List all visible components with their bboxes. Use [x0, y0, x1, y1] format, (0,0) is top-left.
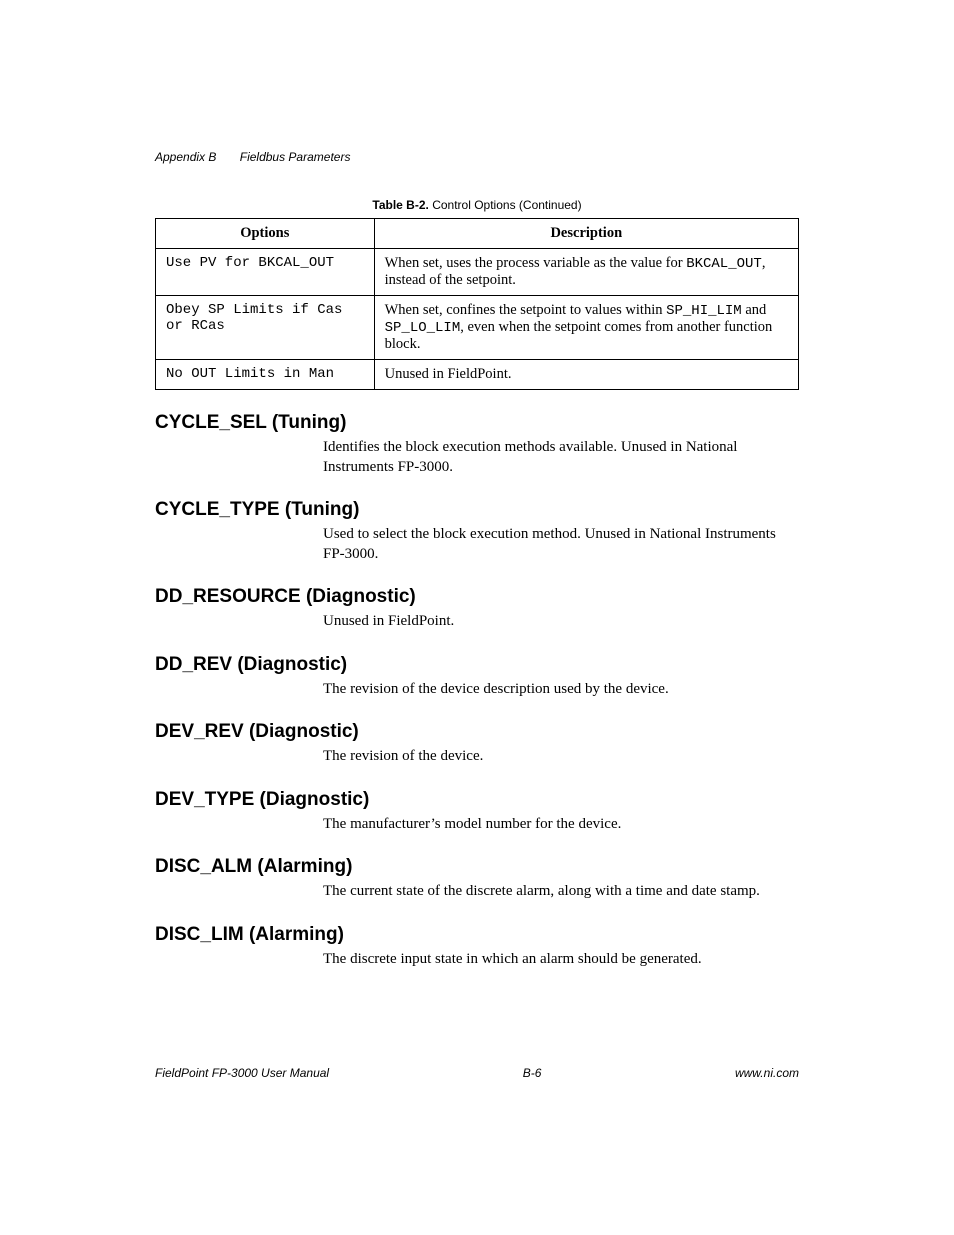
col-options: Options	[156, 219, 375, 249]
description-cell: Unused in FieldPoint.	[374, 360, 798, 390]
table-row: No OUT Limits in Man Unused in FieldPoin…	[156, 360, 799, 390]
section-heading: DEV_REV (Diagnostic)	[155, 721, 799, 743]
section-heading: DD_RESOURCE (Diagnostic)	[155, 586, 799, 608]
footer-left: FieldPoint FP-3000 User Manual	[155, 1066, 329, 1080]
running-header: Appendix B Fieldbus Parameters	[155, 150, 799, 164]
desc-mono: SP_LO_LIM	[385, 320, 461, 336]
table-caption: Table B-2. Control Options (Continued)	[155, 198, 799, 212]
section-cycle-sel: CYCLE_SEL (Tuning) Identifies the block …	[155, 412, 799, 477]
description-cell: When set, confines the setpoint to value…	[374, 296, 798, 360]
desc-text: When set, confines the setpoint to value…	[385, 302, 666, 318]
section-dd-rev: DD_REV (Diagnostic) The revision of the …	[155, 654, 799, 700]
table-row: Obey SP Limits if Cas or RCas When set, …	[156, 296, 799, 360]
option-cell: Use PV for BKCAL_OUT	[156, 249, 375, 296]
table-caption-label: Table B-2.	[372, 198, 428, 212]
section-dev-type: DEV_TYPE (Diagnostic) The manufacturer’s…	[155, 789, 799, 835]
section-cycle-type: CYCLE_TYPE (Tuning) Used to select the b…	[155, 499, 799, 564]
option-cell: No OUT Limits in Man	[156, 360, 375, 390]
footer-right: www.ni.com	[735, 1066, 799, 1080]
section-dd-resource: DD_RESOURCE (Diagnostic) Unused in Field…	[155, 586, 799, 632]
section-body: Used to select the block execution metho…	[323, 525, 799, 564]
section-body: The current state of the discrete alarm,…	[323, 882, 799, 902]
section-heading: DISC_LIM (Alarming)	[155, 924, 799, 946]
page-footer: FieldPoint FP-3000 User Manual B-6 www.n…	[155, 1066, 799, 1080]
table-caption-text: Control Options (Continued)	[429, 198, 582, 212]
section-body: The discrete input state in which an ala…	[323, 950, 799, 970]
table-row: Use PV for BKCAL_OUT When set, uses the …	[156, 249, 799, 296]
section-heading: DISC_ALM (Alarming)	[155, 856, 799, 878]
desc-text: When set, uses the process variable as t…	[385, 255, 687, 271]
section-body: The manufacturer’s model number for the …	[323, 815, 799, 835]
section-heading: CYCLE_SEL (Tuning)	[155, 412, 799, 434]
header-appendix: Appendix B	[155, 150, 216, 164]
description-cell: When set, uses the process variable as t…	[374, 249, 798, 296]
header-title: Fieldbus Parameters	[240, 150, 351, 164]
section-body: Unused in FieldPoint.	[323, 612, 799, 632]
section-body: Identifies the block execution methods a…	[323, 438, 799, 477]
section-disc-lim: DISC_LIM (Alarming) The discrete input s…	[155, 924, 799, 970]
option-cell: Obey SP Limits if Cas or RCas	[156, 296, 375, 360]
section-disc-alm: DISC_ALM (Alarming) The current state of…	[155, 856, 799, 902]
desc-mono: SP_HI_LIM	[666, 303, 742, 319]
col-description: Description	[374, 219, 798, 249]
section-heading: DD_REV (Diagnostic)	[155, 654, 799, 676]
section-body: The revision of the device description u…	[323, 680, 799, 700]
footer-center: B-6	[523, 1066, 542, 1080]
section-dev-rev: DEV_REV (Diagnostic) The revision of the…	[155, 721, 799, 767]
desc-text: and	[742, 302, 767, 318]
section-body: The revision of the device.	[323, 747, 799, 767]
table-header-row: Options Description	[156, 219, 799, 249]
section-heading: CYCLE_TYPE (Tuning)	[155, 499, 799, 521]
page: Appendix B Fieldbus Parameters Table B-2…	[0, 0, 954, 1235]
desc-mono: BKCAL_OUT	[686, 256, 762, 272]
options-table: Options Description Use PV for BKCAL_OUT…	[155, 218, 799, 390]
section-heading: DEV_TYPE (Diagnostic)	[155, 789, 799, 811]
